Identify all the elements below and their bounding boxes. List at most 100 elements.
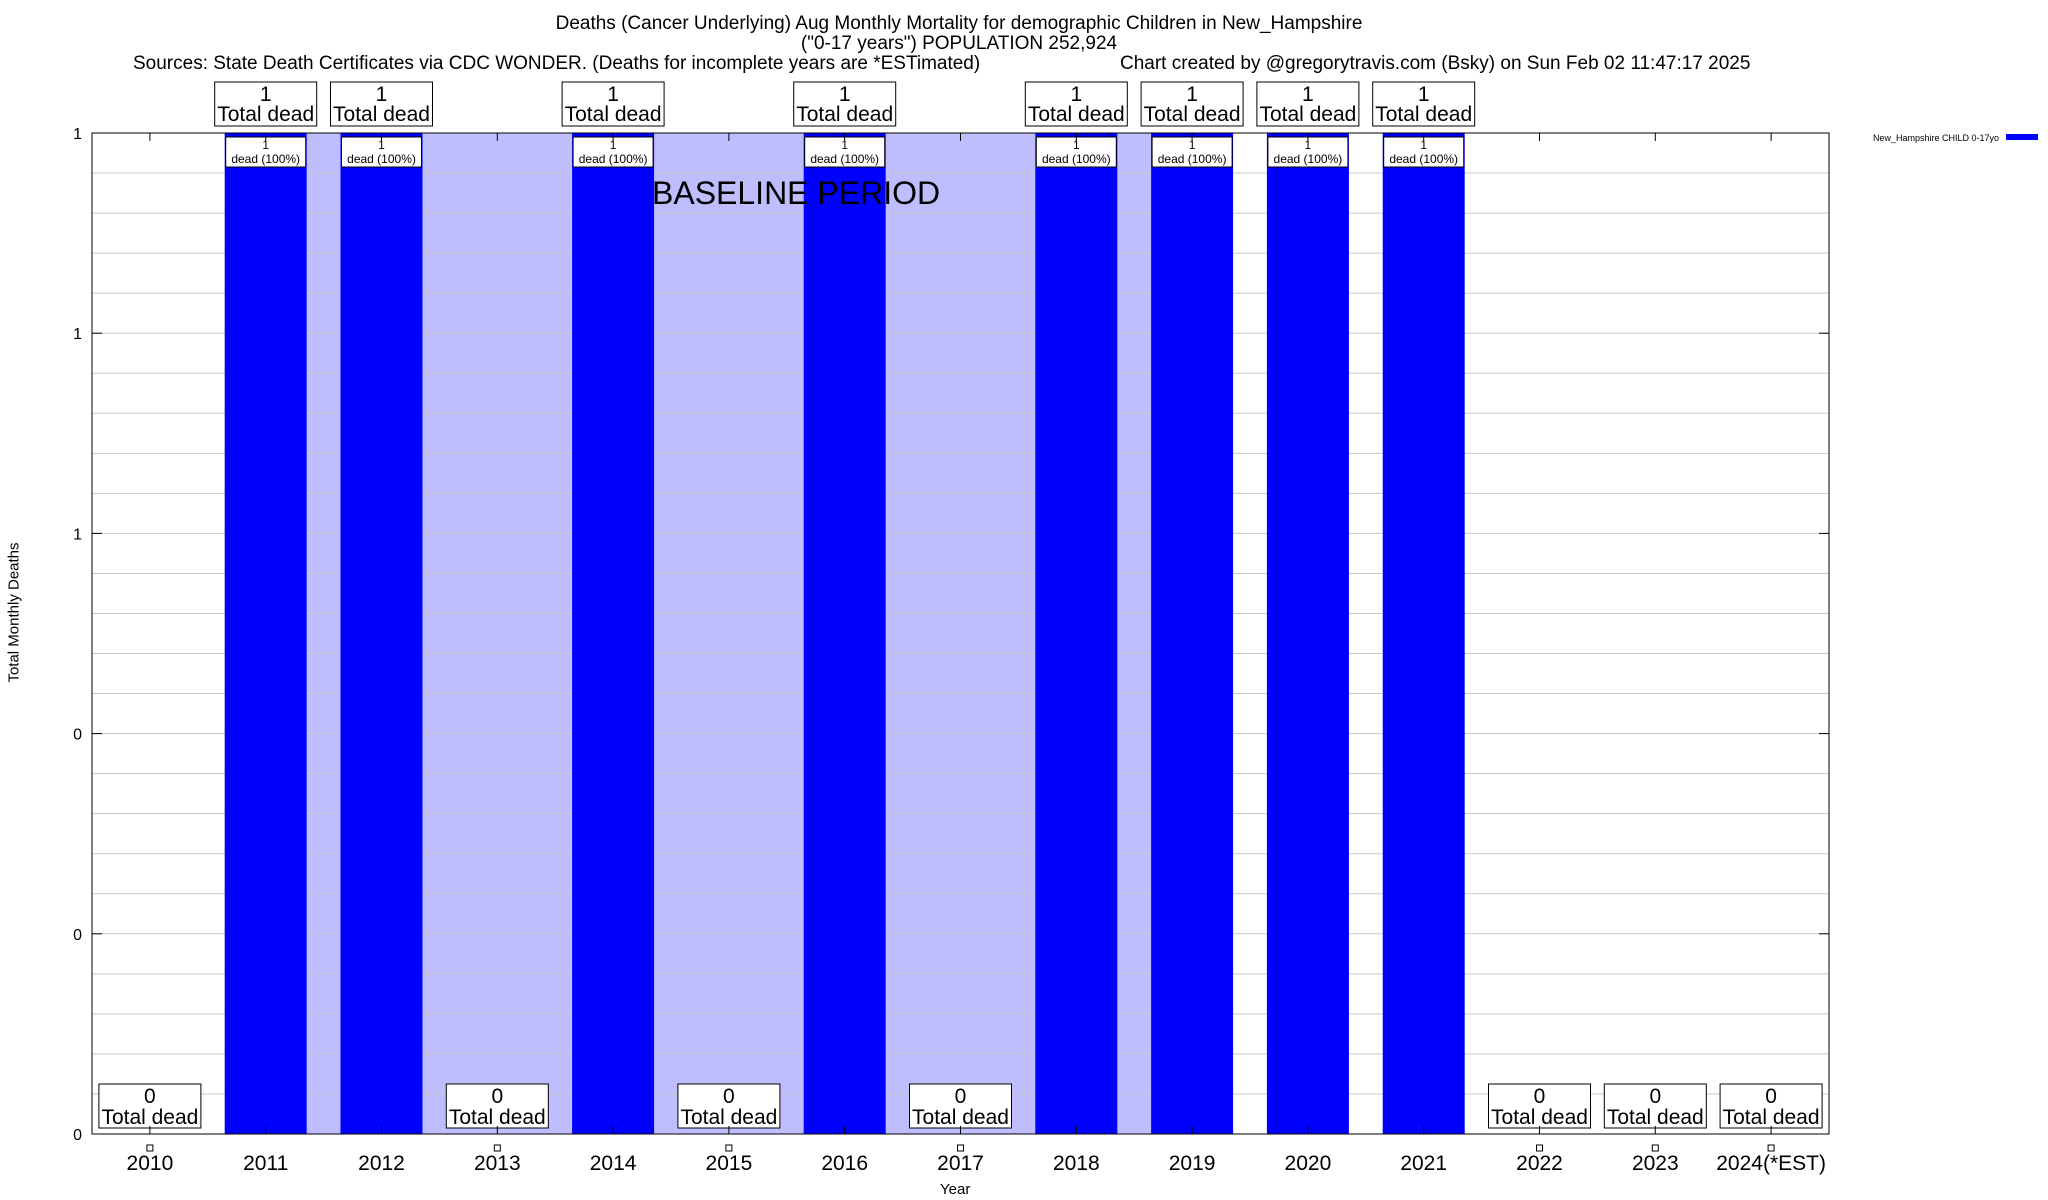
bar [1151, 133, 1234, 1134]
total-label: Total dead [1723, 1106, 1820, 1129]
bar-percent-label: dead (100%) [579, 152, 648, 166]
total-label-box [793, 81, 897, 127]
bar [572, 133, 655, 1134]
x-tick-label: 2014 [590, 1152, 637, 1175]
bar-value-label-box [341, 136, 422, 168]
total-value: 1 [260, 83, 272, 106]
total-value: 1 [1302, 83, 1314, 106]
total-label: Total dead [1607, 1106, 1704, 1129]
total-label-box [677, 1083, 781, 1129]
total-value: 1 [607, 83, 619, 106]
zero-point-marker [146, 1144, 154, 1152]
bar-percent-label: dead (100%) [1389, 152, 1458, 166]
bar-value-label-box [804, 136, 886, 168]
x-tick-label: 2024(*EST) [1716, 1152, 1826, 1175]
total-value: 0 [491, 1085, 503, 1108]
zero-point-marker [1536, 1144, 1543, 1152]
bar-value-label: 1 [1073, 138, 1080, 152]
total-value: 1 [1186, 83, 1198, 106]
y-axis-label: Total Monthly Deaths [5, 542, 23, 683]
bar-value-label-box [1151, 136, 1233, 168]
y-tick-label: 0 [73, 927, 82, 944]
total-label-box [1256, 81, 1360, 127]
bar-value-label-box [572, 136, 654, 168]
bar-value-label: 1 [1305, 138, 1312, 152]
total-label: Total dead [680, 1106, 777, 1129]
total-label-box [1024, 81, 1128, 127]
total-label-box [1140, 81, 1244, 127]
total-label-box [445, 1083, 549, 1129]
total-label: Total dead [1375, 103, 1472, 126]
chart-sources: Sources: State Death Certificates via CD… [133, 53, 981, 74]
bar [803, 133, 886, 1134]
bar-percent-label: dead (100%) [810, 152, 879, 166]
bar [224, 133, 307, 1134]
x-axis-label: Year [940, 1181, 971, 1198]
x-tick-label: 2016 [821, 1152, 868, 1175]
x-tick-label: 2015 [706, 1152, 753, 1175]
x-tick-label: 2019 [1169, 1152, 1216, 1175]
total-value: 1 [839, 83, 851, 106]
total-label-box [330, 81, 433, 127]
bar-value-label-box [1035, 136, 1117, 168]
y-tick-label: 1 [73, 126, 82, 143]
bar [1266, 133, 1349, 1134]
x-tick-label: 2020 [1285, 1152, 1332, 1175]
y-tick-label: 0 [73, 1127, 82, 1144]
x-tick-label: 2018 [1053, 1152, 1100, 1175]
total-label: Total dead [1491, 1106, 1588, 1129]
total-value: 0 [1649, 1085, 1661, 1108]
bar [1382, 133, 1465, 1134]
bar-value-label: 1 [610, 138, 617, 152]
x-tick-label: 2022 [1516, 1152, 1563, 1175]
total-label-box [98, 1083, 202, 1129]
bar-percent-label: dead (100%) [1158, 152, 1227, 166]
total-value: 0 [1534, 1085, 1546, 1108]
legend-entry-label: New_Hampshire CHILD 0-17yo [1873, 133, 1999, 143]
total-label-box [909, 1083, 1012, 1129]
total-label: Total dead [1144, 103, 1241, 126]
total-label-box [1603, 1083, 1707, 1129]
total-value: 0 [723, 1085, 735, 1108]
total-label: Total dead [796, 103, 893, 126]
total-value: 1 [376, 83, 388, 106]
bar-value-label: 1 [262, 138, 269, 152]
total-value: 1 [1070, 83, 1082, 106]
baseline-period-band [306, 133, 1152, 1134]
bar-value-label-box [1267, 136, 1349, 168]
chart-credit: Chart created by @gregorytravis.com (Bsk… [1120, 53, 1751, 74]
total-label-box [214, 81, 318, 127]
zero-point-marker [493, 1144, 501, 1152]
y-tick-label: 1 [73, 326, 82, 343]
total-label: Total dead [333, 103, 430, 126]
bar-value-label-box [1383, 136, 1465, 168]
bar-percent-label: dead (100%) [1274, 152, 1343, 166]
bar-percent-label: dead (100%) [1042, 152, 1111, 166]
total-value: 0 [144, 1085, 156, 1108]
x-tick-label: 2012 [358, 1152, 405, 1175]
total-label: Total dead [912, 1106, 1009, 1129]
total-label: Total dead [1028, 103, 1125, 126]
chart-subtitle: ("0-17 years") POPULATION 252,924 [800, 33, 1118, 54]
x-tick-label: 2017 [937, 1152, 984, 1175]
baseline-period-label: BASELINE PERIOD [652, 175, 940, 211]
total-label: Total dead [449, 1106, 546, 1129]
total-label-box [1372, 81, 1476, 127]
total-label: Total dead [217, 103, 314, 126]
x-tick-label: 2013 [474, 1152, 521, 1175]
legend-swatch [2006, 134, 2038, 140]
bar-percent-label: dead (100%) [231, 152, 300, 166]
zero-point-marker [725, 1144, 733, 1152]
total-label: Total dead [1259, 103, 1356, 126]
x-tick-label: 2011 [243, 1152, 288, 1175]
x-tick-label: 2023 [1632, 1152, 1679, 1175]
total-label: Total dead [101, 1106, 198, 1129]
y-tick-label: 1 [73, 526, 82, 543]
zero-point-marker [1651, 1144, 1659, 1152]
total-value: 0 [1765, 1085, 1777, 1108]
total-label-box [561, 81, 665, 127]
bar-percent-label: dead (100%) [347, 152, 416, 166]
total-label-box [1488, 1083, 1591, 1129]
total-label: Total dead [565, 103, 662, 126]
